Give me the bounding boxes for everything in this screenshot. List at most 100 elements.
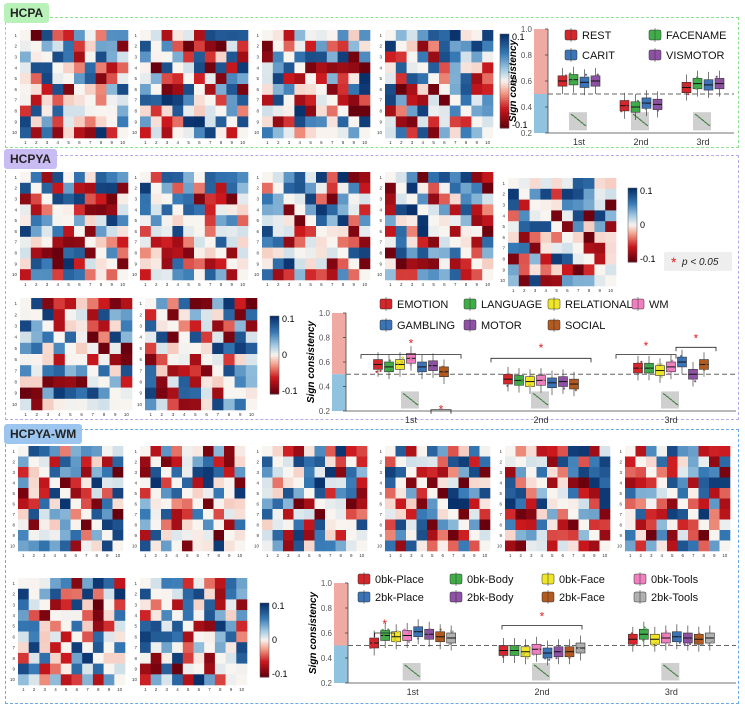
matrix-y-tick-label: 10 xyxy=(377,130,383,135)
matrix-y-tick-label: 8 xyxy=(379,522,382,527)
matrix-x-tick-label: 6 xyxy=(196,553,199,558)
matrix-x-tick-label: 9 xyxy=(473,553,476,558)
hcpya-x-tick-label: 3rd xyxy=(664,415,677,425)
hcpa-section-frame xyxy=(5,17,739,148)
matrix-y-tick-label: 3 xyxy=(134,602,137,607)
matrix-y-tick-label: 6 xyxy=(619,501,622,506)
matrix-x-tick-label: 7 xyxy=(331,282,334,287)
matrix-y-tick-label: 10 xyxy=(132,272,138,277)
matrix-x-tick-label: 4 xyxy=(57,140,60,145)
hcpyawm-x-tick-label: 2nd xyxy=(534,687,549,697)
matrix-y-tick-label: 4 xyxy=(134,480,137,485)
matrix-x-tick-label: 5 xyxy=(551,553,554,558)
matrix-x-tick-label: 9 xyxy=(231,282,234,287)
matrix-y-tick-label: 10 xyxy=(12,402,18,407)
matrix-x-tick-label: 7 xyxy=(89,140,92,145)
hcpya-y-tick-label: 0.6 xyxy=(319,358,331,367)
matrix-y-tick-label: 1 xyxy=(12,581,15,586)
matrix-y-tick-label: 2 xyxy=(134,44,137,49)
matrix-x-tick-label: 4 xyxy=(175,553,178,558)
matrix-x-tick-label: 7 xyxy=(89,282,92,287)
hcpya-legend-label: WM xyxy=(649,299,669,311)
matrix-x-tick-label: 7 xyxy=(454,282,457,287)
hcpa-box-facename-1st xyxy=(568,66,579,93)
hcpa-box-facename-3rd xyxy=(692,70,703,97)
hcpa-y-tick-label: 1.0 xyxy=(521,25,533,34)
hcpya-box-social-3rd xyxy=(699,352,709,377)
matrix-x-tick-label: 6 xyxy=(443,282,446,287)
matrix-x-tick-label: 9 xyxy=(228,553,231,558)
matrix-x-tick-label: 9 xyxy=(353,140,356,145)
matrix-x-tick-label: 7 xyxy=(329,553,332,558)
matrix-x-tick-label: 5 xyxy=(431,553,434,558)
matrix-x-tick-label: 10 xyxy=(120,282,126,287)
matrix-y-tick-label: 2 xyxy=(134,459,137,464)
matrix-x-tick-label: 1 xyxy=(24,140,27,145)
matrix-y-tick-label: 6 xyxy=(14,229,17,234)
matrix-y-tick-label: 4 xyxy=(134,207,137,212)
matrix-y-tick-label: 3 xyxy=(12,602,15,607)
matrix-x-tick-label: 4 xyxy=(540,553,543,558)
colorbar-min-label: -0.1 xyxy=(512,120,528,130)
hcpyawm-section-label: HCPYA-WM xyxy=(4,424,83,444)
hcpya-legend-label: GAMBLING xyxy=(397,320,455,332)
matrix-y-tick-label: 3 xyxy=(134,55,137,60)
hcpa-x-tick-label: 1st xyxy=(573,137,586,147)
hcpya-y-tick-label: 0.4 xyxy=(319,383,331,392)
matrix-y-tick-label: 10 xyxy=(137,402,143,407)
colorbar-mid-label: 0 xyxy=(512,76,517,86)
matrix-y-tick-label: 6 xyxy=(14,87,17,92)
hcpyawm-matrix-1: 1 1 2 2 3 3 4 4 5 5 6 6 7 7 8 8 9 9 10 10 xyxy=(10,446,124,558)
matrix-x-tick-label: 6 xyxy=(198,687,201,692)
matrix-y-tick-label: 9 xyxy=(379,261,382,266)
hcpya-matrix-1: 1 1 2 2 3 3 4 4 5 5 6 6 7 7 8 8 9 9 10 10 xyxy=(12,172,129,287)
hcpa-colorbar: 0.1 0 -0.1 xyxy=(499,32,528,130)
matrix-x-tick-label: 5 xyxy=(194,412,197,417)
matrix-x-tick-label: 8 xyxy=(219,687,222,692)
matrix-y-tick-label: 6 xyxy=(14,357,17,362)
matrix-x-tick-label: 6 xyxy=(681,553,684,558)
matrix-x-tick-label: 6 xyxy=(441,553,444,558)
matrix-x-tick-label: 3 xyxy=(411,282,414,287)
matrix-x-tick-label: 10 xyxy=(117,687,123,692)
matrix-y-tick-label: 6 xyxy=(379,229,382,234)
matrix-y-tick-label: 8 xyxy=(499,522,502,527)
matrix-y-tick-label: 9 xyxy=(502,267,505,272)
matrix-x-tick-label: 6 xyxy=(320,282,323,287)
hcpyawm-legend-label: 0bk-Tools xyxy=(651,574,699,586)
matrix-y-tick-label: 1 xyxy=(14,301,17,306)
matrix-y-tick-label: 10 xyxy=(500,278,506,283)
hcpa-box-vismotor-1st xyxy=(590,68,601,94)
matrix-y-tick-label: 4 xyxy=(502,213,505,218)
matrix-x-tick-label: 3 xyxy=(166,140,169,145)
matrix-x-tick-label: 5 xyxy=(186,553,189,558)
matrix-y-tick-label: 5 xyxy=(134,624,137,629)
matrix-y-tick-label: 5 xyxy=(134,76,137,81)
hcpyawm-box-2bk-tools-1st xyxy=(446,625,456,651)
hcpya-significance-star: * xyxy=(644,339,649,353)
matrix-y-tick-label: 7 xyxy=(134,645,137,650)
matrix-x-tick-label: 7 xyxy=(86,687,89,692)
matrix-y-tick-label: 9 xyxy=(379,119,382,124)
matrix-x-tick-label: 2 xyxy=(36,412,39,417)
colorbar-max-label: 0.1 xyxy=(272,601,285,611)
matrix-x-tick-label: 5 xyxy=(309,140,312,145)
matrix-x-tick-label: 9 xyxy=(111,140,114,145)
matrix-x-tick-label: 1 xyxy=(149,412,152,417)
hcpyawm-y-tick-label: 0.2 xyxy=(321,679,333,688)
hcpya-y-tick-label: 1.0 xyxy=(319,309,331,318)
hcpya-box-relational-2nd xyxy=(525,369,535,394)
matrix-x-tick-label: 3 xyxy=(410,553,413,558)
matrix-y-tick-label: 4 xyxy=(499,480,502,485)
hcpyawm-legend: 0bk-Place 0bk-Body 0bk-Face 0bk-Tools 2bk-Pl… xyxy=(357,572,699,604)
hcpya-y-tick-label: 0.8 xyxy=(319,334,331,343)
matrix-x-tick-label: 6 xyxy=(198,140,201,145)
matrix-y-tick-label: 8 xyxy=(619,522,622,527)
matrix-x-tick-label: 9 xyxy=(476,140,479,145)
matrix-y-tick-label: 1 xyxy=(14,175,17,180)
hcpa-y-tick-label: 0.6 xyxy=(521,77,533,86)
matrix-x-tick-label: 8 xyxy=(228,412,231,417)
matrix-x-tick-label: 2 xyxy=(155,282,158,287)
